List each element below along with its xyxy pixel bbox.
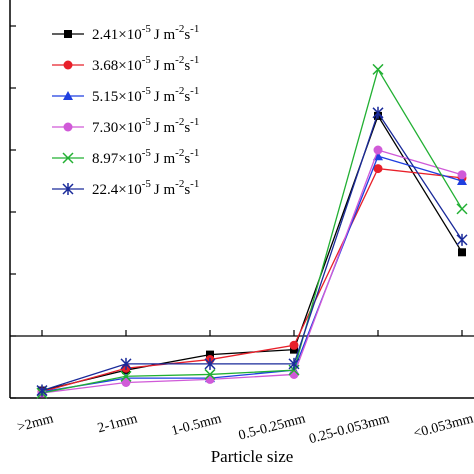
legend-entry: 8.97×10-5 J m-2s-1 [52,147,199,167]
data-point [372,106,384,119]
x-axis-title: Particle size [211,447,294,466]
series-line [41,67,463,394]
legend-entry: 22.4×10-5 J m-2s-1 [52,178,199,198]
data-point [289,369,299,379]
data-point [121,378,131,387]
data-point [204,357,216,370]
x-tick-label: 0.25-0.053mm [308,411,392,447]
legend-label: 2.41×10-5 J m-2s-1 [92,23,199,43]
data-point [373,145,383,155]
x-tick-label: >2mm [16,411,55,435]
series-line [41,149,463,394]
data-point [456,233,468,246]
series-line [41,111,463,392]
data-point [456,203,468,215]
series-22.4 [36,106,468,397]
series-line [41,155,463,393]
data-point [288,357,300,370]
data-point [120,357,132,370]
data-point [63,60,73,70]
data-point [36,384,48,397]
axes: >2mm 2-1mm 1-0.5mm 0.5-0.25mm 0.25-0.053mm <0… [9,0,474,447]
legend-label: 8.97×10-5 J m-2s-1 [92,147,199,167]
data-point [64,30,72,38]
x-tick-label: 1-0.5mm [170,411,223,439]
x-tick-label: 0.5-0.25mm [237,411,307,443]
data-point [457,170,467,180]
x-tick-label: 2-1mm [96,411,139,436]
legend-label: 3.68×10-5 J m-2s-1 [92,54,199,74]
series-8.97 [36,63,468,399]
legend-entry: 3.68×10-5 J m-2s-1 [52,54,199,74]
data-point [457,176,467,185]
data-point [62,152,74,164]
x-tick-label: <0.053mm [412,411,474,441]
legend-entry: 2.41×10-5 J m-2s-1 [52,23,199,43]
legend-label: 7.30×10-5 J m-2s-1 [92,116,199,136]
series-line [41,167,463,393]
data-point [204,368,216,380]
legend-label: 22.4×10-5 J m-2s-1 [92,178,199,198]
data-point [205,374,215,384]
legend-entry: 5.15×10-5 J m-2s-1 [52,85,199,105]
data-point [372,63,384,75]
data-point [120,370,132,382]
data-point [63,122,73,132]
data-point [373,164,383,174]
data-point [63,91,73,100]
data-point [206,350,214,359]
data-point [62,183,74,195]
data-point [458,248,466,257]
series-3.68 [37,164,467,397]
legend: 2.41×10-5 J m-2s-1 3.68×10-5 J m-2s-1 5.15×1… [52,23,199,198]
legend-label: 5.15×10-5 J m-2s-1 [92,85,199,105]
data-point [289,340,299,350]
legend-entry: 7.30×10-5 J m-2s-1 [52,116,199,136]
series-layer [36,63,468,399]
